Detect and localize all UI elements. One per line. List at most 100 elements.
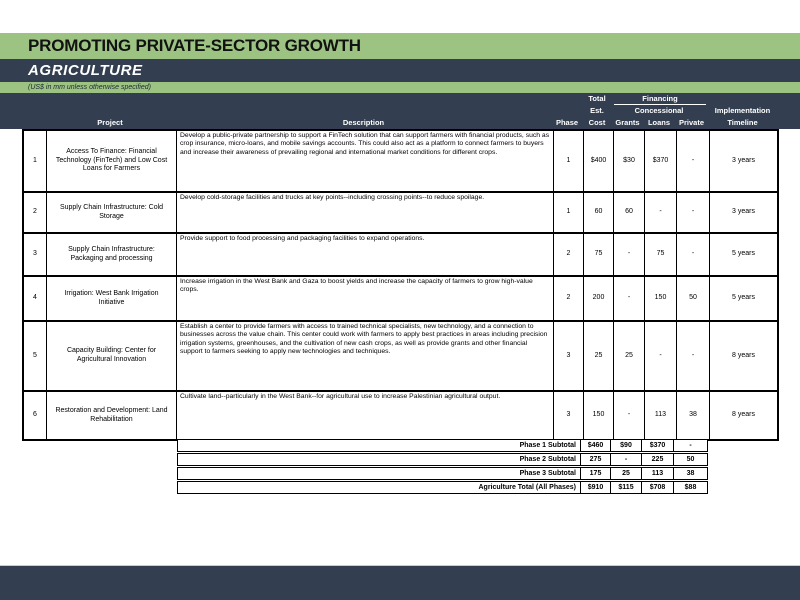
- loans-cell: 113: [645, 392, 677, 439]
- phase-cell: 1: [554, 193, 584, 232]
- subtotal-label: Phase 1 Subtotal: [178, 440, 581, 451]
- phase-cell: 1: [554, 131, 584, 191]
- grand-total-private: $88: [684, 484, 697, 491]
- header-total: Total: [588, 94, 606, 103]
- header-description: Description: [342, 118, 385, 127]
- table-row: 1 Access To Finance: Financial Technolog…: [24, 131, 777, 193]
- header-timeline: Timeline: [727, 118, 758, 127]
- subtotals-block: Phase 1 Subtotal $460 $90 $370 - Phase 2…: [177, 439, 708, 495]
- cost-cell: 25: [584, 322, 614, 390]
- private-cell: -: [677, 322, 710, 390]
- grand-total-row: Agriculture Total (All Phases) $910 $115…: [177, 481, 708, 494]
- timeline-cell: 8 years: [732, 411, 755, 419]
- phase-cell: 2: [554, 234, 584, 275]
- table-row: 6 Restoration and Development: Land Reha…: [24, 392, 777, 439]
- loans-cell: 75: [645, 234, 677, 275]
- grants-cell: -: [614, 277, 645, 320]
- loans-cell: $370: [645, 131, 677, 191]
- subtotal-loans: 225: [642, 454, 674, 465]
- grants-cell: 60: [614, 193, 645, 232]
- page-title: PROMOTING PRIVATE-SECTOR GROWTH: [28, 36, 361, 55]
- phase-cell: 3: [554, 392, 584, 439]
- header-cost: Cost: [588, 118, 606, 127]
- subtotal-private: 50: [686, 456, 695, 463]
- timeline-cell: 3 years: [732, 156, 755, 164]
- timeline-cell: 3 years: [732, 208, 755, 216]
- row-number: 6: [24, 392, 47, 439]
- subtotal-loans: $370: [642, 440, 674, 451]
- description-cell: Increase irrigation in the West Bank and…: [177, 277, 554, 320]
- subtotal-row: Phase 3 Subtotal 175 25 113 38: [177, 467, 708, 480]
- project-cell: Supply Chain Infrastructure: Packaging a…: [47, 234, 177, 275]
- subtotal-label: Phase 2 Subtotal: [178, 454, 581, 465]
- private-cell: -: [677, 131, 710, 191]
- private-cell: 38: [677, 392, 710, 439]
- private-cell: -: [677, 193, 710, 232]
- units-band: (US$ in mm unless otherwise specified): [0, 82, 800, 93]
- description-cell: Provide support to food processing and p…: [177, 234, 554, 275]
- header-est: Est.: [590, 106, 604, 115]
- loans-cell: 150: [645, 277, 677, 320]
- table-row: 5 Capacity Building: Center for Agricult…: [24, 322, 777, 392]
- cost-cell: 60: [584, 193, 614, 232]
- subtotal-cost: 275: [581, 454, 611, 465]
- grand-total-loans: $708: [642, 482, 674, 493]
- row-number: 5: [24, 322, 47, 390]
- phase-cell: 2: [554, 277, 584, 320]
- timeline-cell: 5 years: [732, 250, 755, 258]
- header-project: Project: [97, 118, 123, 127]
- grants-cell: 25: [614, 322, 645, 390]
- timeline-cell: 5 years: [732, 294, 755, 302]
- loans-cell: -: [645, 193, 677, 232]
- row-number: 1: [24, 131, 47, 191]
- phase-cell: 3: [554, 322, 584, 390]
- section-title: AGRICULTURE: [28, 62, 143, 79]
- cost-cell: 150: [584, 392, 614, 439]
- grand-total-grants: $115: [611, 482, 642, 493]
- cost-cell: 75: [584, 234, 614, 275]
- units-note: (US$ in mm unless otherwise specified): [28, 84, 151, 91]
- timeline-cell: 8 years: [732, 351, 755, 359]
- subtotal-grants: $90: [611, 440, 642, 451]
- footer-bar: [0, 565, 800, 600]
- description-cell: Cultivate land--particularly in the West…: [177, 392, 554, 439]
- projects-table: 1 Access To Finance: Financial Technolog…: [22, 129, 779, 441]
- column-header-band: Project Description Phase Total Est. Cos…: [0, 93, 800, 129]
- grand-total-label: Agriculture Total (All Phases): [178, 482, 581, 493]
- project-cell: Capacity Building: Center for Agricultur…: [47, 322, 177, 390]
- grand-total-cost: $910: [581, 482, 611, 493]
- project-cell: Restoration and Development: Land Rehabi…: [47, 392, 177, 439]
- subtotal-private: -: [689, 442, 692, 449]
- header-financing-group: Financing: [614, 93, 706, 105]
- header-grants: Grants: [615, 118, 640, 127]
- row-number: 2: [24, 193, 47, 232]
- grants-cell: -: [614, 392, 645, 439]
- header-phase: Phase: [555, 118, 579, 127]
- row-number: 4: [24, 277, 47, 320]
- cost-cell: $400: [584, 131, 614, 191]
- description-cell: Establish a center to provide farmers wi…: [177, 322, 554, 390]
- description-cell: Develop a public-private partnership to …: [177, 131, 554, 191]
- private-cell: 50: [677, 277, 710, 320]
- subtotal-loans: 113: [642, 468, 674, 479]
- row-number: 3: [24, 234, 47, 275]
- grants-cell: -: [614, 234, 645, 275]
- title-band: PROMOTING PRIVATE-SECTOR GROWTH: [0, 33, 800, 59]
- loans-cell: -: [645, 322, 677, 390]
- project-cell: Access To Finance: Financial Technology …: [47, 131, 177, 191]
- grants-cell: $30: [614, 131, 645, 191]
- cost-cell: 200: [584, 277, 614, 320]
- section-band: AGRICULTURE: [0, 59, 800, 82]
- subtotal-row: Phase 1 Subtotal $460 $90 $370 -: [177, 439, 708, 452]
- subtotal-cost: 175: [581, 468, 611, 479]
- table-row: 2 Supply Chain Infrastructure: Cold Stor…: [24, 193, 777, 234]
- header-private: Private: [678, 118, 705, 127]
- subtotal-label: Phase 3 Subtotal: [178, 468, 581, 479]
- subtotal-private: 38: [686, 470, 695, 477]
- header-concessional: Concessional: [634, 106, 684, 115]
- project-cell: Supply Chain Infrastructure: Cold Storag…: [47, 193, 177, 232]
- project-cell: Irrigation: West Bank Irrigation Initiat…: [47, 277, 177, 320]
- subtotal-grants: 25: [611, 468, 642, 479]
- header-implementation: Implementation: [714, 106, 771, 115]
